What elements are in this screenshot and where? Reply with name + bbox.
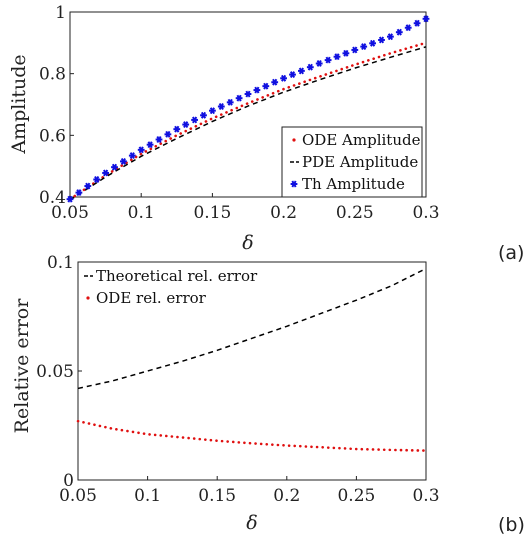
y-tick-label: 0.6	[39, 126, 66, 146]
y-tick-label: 0.4	[39, 188, 66, 208]
x-tick-label: 0.1	[128, 203, 155, 223]
panel-b-x-ticks: 0.05 0.1 0.15 0.2 0.25 0.3	[59, 476, 440, 506]
panel-a-y-ticks: 0.4 0.6 0.8 1	[39, 3, 74, 208]
th-amplitude-marker	[120, 157, 127, 165]
th-amplitude-marker	[422, 15, 430, 23]
panel-b-x-axis-label: δ	[246, 512, 257, 534]
th-amplitude-marker	[191, 116, 198, 124]
th-amplitude-marker	[137, 146, 145, 154]
legend-swatch	[292, 138, 296, 142]
th-amplitude-marker	[200, 111, 207, 119]
th-amplitude-marker	[342, 49, 350, 57]
panel-a-axes-box	[69, 11, 427, 198]
panel-b-y-ticks: 0 0.05 0.1	[36, 253, 82, 491]
legend-label: PDE Amplitude	[302, 153, 418, 171]
th-amplitude-marker	[333, 53, 341, 61]
th-amplitude-marker	[102, 169, 109, 177]
th-amplitude-marker	[244, 90, 252, 98]
x-tick-label: 0.1	[134, 486, 161, 506]
th-amplitude-marker	[404, 24, 412, 32]
th-amplitude-marker	[128, 152, 136, 160]
th-amplitude-marker	[289, 71, 296, 79]
th-amplitude-marker	[413, 19, 421, 27]
th-amplitude-marker	[262, 82, 270, 90]
x-tick-label: 0.2	[273, 486, 300, 506]
th-amplitude-marker	[235, 94, 243, 102]
th-amplitude-marker	[164, 130, 172, 138]
th-amplitude-marker	[395, 28, 403, 36]
th-amplitude-marker	[209, 107, 216, 115]
th-amplitude-marker	[93, 176, 101, 183]
panel-a-amplitude-chart: 0.05 0.1 0.15 0.2 0.25 0.3 0.4 0.6 0.8 1 δ Ampli…	[8, 3, 524, 264]
legend-label: Th Amplitude	[302, 175, 405, 193]
th-amplitude-marker	[298, 67, 305, 75]
panel-a-y-axis-label: Amplitude	[8, 54, 30, 154]
th-amplitude-marker	[75, 189, 83, 197]
panel-a-x-ticks: 0.05 0.1 0.15 0.2 0.25 0.3	[51, 193, 440, 223]
th-amplitude-marker	[146, 141, 154, 149]
panel-b-label: (b)	[498, 514, 525, 536]
panel-b-series	[76, 267, 428, 452]
legend-label: Theoretical rel. error	[96, 267, 258, 285]
panel-b-legend-box	[80, 264, 260, 312]
y-tick-label: 0.8	[39, 65, 66, 85]
x-tick-label: 0.15	[193, 203, 231, 223]
th-amplitude-marker	[280, 74, 287, 82]
th-amplitude-marker	[226, 98, 234, 106]
th-amplitude-marker	[253, 86, 261, 94]
panel-b-legend: Theoretical rel. error ODE rel. error	[80, 264, 260, 312]
th-amplitude-marker	[324, 56, 332, 64]
th-amplitude-marker	[369, 39, 376, 47]
series-line-pde-amplitude	[69, 46, 427, 201]
panel-a-x-axis-label: δ	[242, 232, 253, 254]
legend-label: ODE Amplitude	[302, 131, 421, 149]
th-amplitude-marker	[182, 121, 190, 128]
x-tick-label: 0.05	[59, 486, 97, 506]
x-tick-label: 0.25	[336, 203, 374, 223]
panel-a-legend: ODE Amplitude PDE Amplitude Th Amplitude	[281, 126, 423, 198]
x-tick-label: 0.2	[270, 203, 297, 223]
series-line-theoretical-rel-error	[77, 267, 427, 390]
x-tick-label: 0.3	[412, 203, 439, 223]
x-tick-label: 0.05	[51, 203, 89, 223]
legend-swatch	[290, 180, 298, 188]
th-amplitude-marker	[271, 78, 279, 86]
th-amplitude-marker	[155, 136, 163, 143]
y-tick-label: 1	[55, 3, 66, 23]
y-tick-label: 0	[63, 471, 74, 491]
th-amplitude-marker	[378, 36, 385, 44]
x-tick-label: 0.15	[198, 486, 236, 506]
th-amplitude-marker	[217, 103, 225, 110]
th-amplitude-marker	[111, 163, 118, 171]
y-tick-label: 0.1	[47, 253, 74, 273]
th-amplitude-marker	[315, 60, 323, 67]
panel-b-y-axis-label: Relative error	[11, 298, 33, 434]
x-tick-label: 0.3	[412, 486, 439, 506]
panel-a-label: (a)	[498, 242, 524, 264]
th-amplitude-marker	[387, 33, 394, 41]
th-amplitude-marker	[66, 195, 74, 203]
panel-b-relative-error-chart: 0.05 0.1 0.15 0.2 0.25 0.3 00.050.1 δ Relativ…	[11, 253, 525, 536]
legend-label: ODE rel. error	[96, 289, 207, 307]
y-tick-label: 0.05	[36, 362, 74, 382]
th-amplitude-marker	[173, 125, 181, 133]
series-line-ode-rel-error	[76, 419, 428, 452]
th-amplitude-marker	[360, 43, 368, 51]
th-amplitude-marker	[306, 63, 314, 71]
th-amplitude-marker	[84, 182, 92, 190]
x-tick-label: 0.25	[337, 486, 375, 506]
legend-swatch	[86, 296, 90, 300]
panel-a-series	[66, 15, 430, 203]
series-line-ode-amplitude	[68, 41, 428, 201]
th-amplitude-marker	[351, 46, 359, 54]
panel-a-legend-box	[281, 126, 423, 198]
